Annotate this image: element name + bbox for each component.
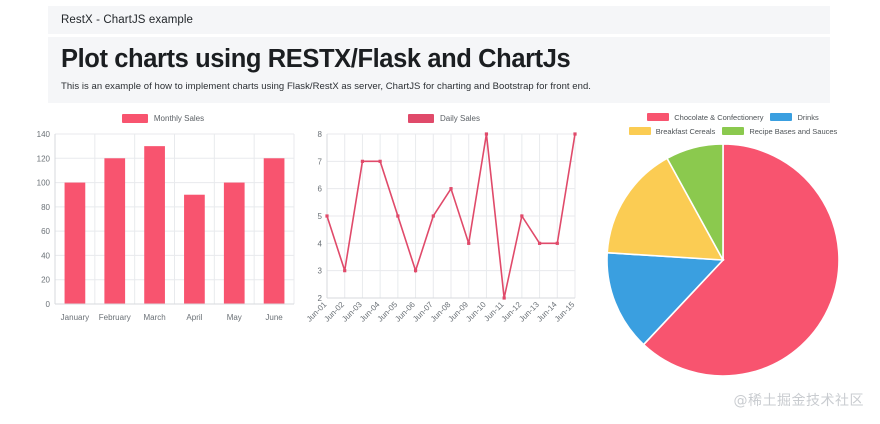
navbar: RestX - ChartJS example <box>48 6 830 34</box>
pie-chart-legend[interactable]: Chocolate & Confectionery Drinks Breakfa… <box>603 110 863 138</box>
pie-chart-canvas[interactable] <box>590 138 876 388</box>
y-axis-tick-label: 80 <box>41 203 50 212</box>
bar-chart-canvas[interactable]: 0 20 40 60 80 100 120 140 January February March Ap… <box>22 126 304 335</box>
bar[interactable] <box>223 182 245 304</box>
legend-label: Daily Sales <box>439 113 480 123</box>
pie-legend-item-sauces[interactable]: Recipe Bases and Sauces <box>722 127 837 136</box>
x-axis-tick-label: March <box>143 313 165 322</box>
x-axis-tick-label: January <box>61 313 89 322</box>
data-point[interactable] <box>449 187 453 191</box>
legend-label: Drinks <box>797 112 819 122</box>
y-axis-tick-label: 7 <box>318 157 323 166</box>
line-chart-panel: Daily Sales 2 3 4 5 6 7 8 Jun-01 Jun-02 Jun-03 Jun… <box>303 110 585 335</box>
y-axis-tick-label: 8 <box>318 130 323 139</box>
legend-color-swatch <box>407 113 434 123</box>
data-point[interactable] <box>484 132 489 136</box>
x-axis-tick-label: Jun-15 <box>553 300 577 324</box>
pie-slice[interactable] <box>606 251 725 346</box>
data-point[interactable] <box>467 241 471 245</box>
bar[interactable] <box>64 182 86 304</box>
data-point[interactable] <box>343 269 347 273</box>
bar[interactable] <box>144 146 165 304</box>
x-axis-tick-label: May <box>227 313 242 322</box>
y-axis-tick-label: 140 <box>37 130 51 139</box>
charts-row: Monthly Sales 0 20 40 60 80 100 120 140 January F… <box>0 110 880 377</box>
legend-color-swatch <box>121 113 148 123</box>
pie-legend-row: Breakfast Cereals Recipe Bases and Sauce… <box>603 124 863 138</box>
pie-chart-panel: Chocolate & Confectionery Drinks Breakfa… <box>590 110 876 390</box>
bar[interactable] <box>104 158 126 304</box>
data-point[interactable] <box>431 214 435 218</box>
y-axis-tick-label: 2 <box>318 294 323 303</box>
pie-slice[interactable] <box>642 143 840 377</box>
legend-color-swatch <box>770 113 793 121</box>
page-title: Plot charts using RESTX/Flask and ChartJ… <box>61 45 571 73</box>
data-point[interactable] <box>325 214 329 218</box>
data-point[interactable] <box>502 296 506 300</box>
pie-legend-row: Chocolate & Confectionery Drinks <box>603 110 863 124</box>
bar[interactable] <box>263 158 285 304</box>
bar-chart-legend[interactable]: Monthly Sales <box>22 110 304 126</box>
y-axis-tick-label: 20 <box>41 276 50 285</box>
navbar-brand[interactable]: RestX - ChartJS example <box>61 14 194 26</box>
pie-legend-item-cereals[interactable]: Breakfast Cereals <box>628 126 716 136</box>
x-axis-tick-label: April <box>186 313 202 322</box>
data-point[interactable] <box>378 159 382 163</box>
legend-label: Recipe Bases and Sauces <box>749 126 838 136</box>
data-point[interactable] <box>573 132 577 136</box>
y-axis-tick-label: 6 <box>318 185 323 194</box>
y-axis-tick-label: 60 <box>41 227 50 236</box>
legend-color-swatch <box>628 127 651 135</box>
y-axis-tick-label: 40 <box>41 251 50 260</box>
legend-color-swatch <box>647 113 670 121</box>
data-point[interactable] <box>396 214 400 218</box>
bar-chart-panel: Monthly Sales 0 20 40 60 80 100 120 140 January F… <box>22 110 304 335</box>
line-chart-legend[interactable]: Daily Sales <box>303 110 585 126</box>
bar[interactable] <box>184 194 205 304</box>
page-subtitle: This is an example of how to implement c… <box>61 81 591 93</box>
data-point[interactable] <box>555 241 559 245</box>
data-point[interactable] <box>413 269 418 273</box>
watermark: @稀土掘金技术社区 <box>733 393 864 409</box>
legend-label: Monthly Sales <box>153 113 205 123</box>
data-point[interactable] <box>520 214 524 218</box>
y-axis-tick-label: 4 <box>318 239 323 248</box>
x-axis-tick-label: June <box>265 313 283 322</box>
x-axis-tick-label: February <box>99 313 131 322</box>
y-axis-tick-label: 0 <box>46 300 51 309</box>
y-axis-tick-label: 100 <box>37 179 51 188</box>
data-point[interactable] <box>537 241 542 245</box>
pie-legend-item-chocolate[interactable]: Chocolate & Confectionery <box>647 113 763 122</box>
legend-label: Chocolate & Confectionery <box>674 112 764 122</box>
y-axis-tick-label: 5 <box>318 212 323 221</box>
pie-slice[interactable] <box>666 143 724 261</box>
pie-slice[interactable] <box>606 157 725 261</box>
legend-label: Breakfast Cereals <box>655 126 716 136</box>
y-axis-tick-label: 120 <box>37 154 51 163</box>
pie-legend-item-drinks[interactable]: Drinks <box>770 112 819 122</box>
y-axis-tick-label: 3 <box>318 267 323 276</box>
line-chart-canvas[interactable]: 2345678Jun-01Jun-02Jun-03Jun-04Jun-05Jun… <box>303 126 585 335</box>
data-point[interactable] <box>360 159 365 163</box>
legend-color-swatch <box>722 127 745 135</box>
jumbotron-header: Plot charts using RESTX/Flask and ChartJ… <box>48 37 830 103</box>
